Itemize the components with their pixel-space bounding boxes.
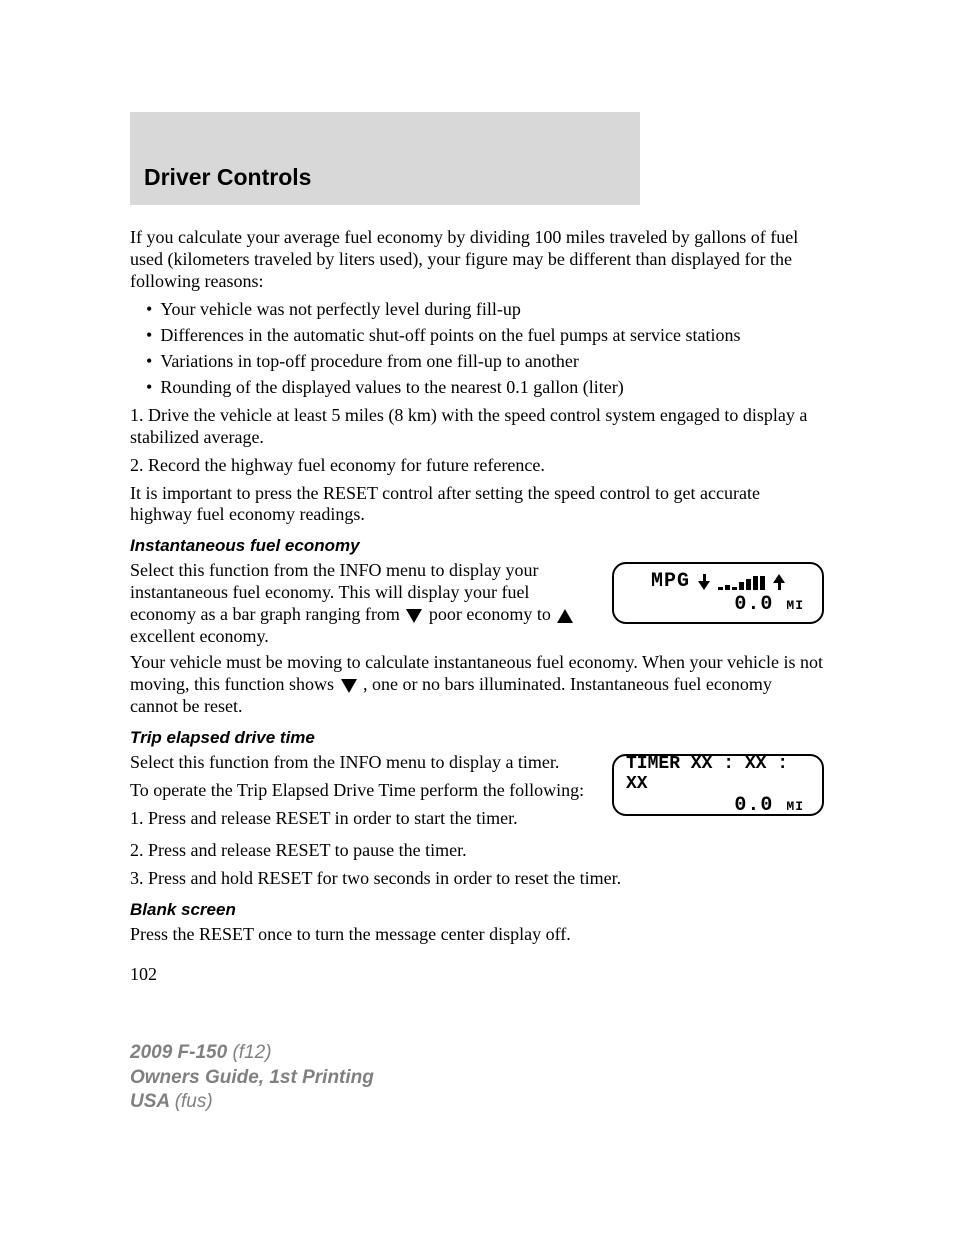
step-2: 2. Record the highway fuel economy for f… <box>130 455 824 477</box>
footer-region: USA <box>130 1091 175 1112</box>
trip-step1: 1. Press and release RESET in order to s… <box>130 808 592 830</box>
footer-line1: 2009 F-150 (f12) <box>130 1041 374 1066</box>
subheading-trip-time: Trip elapsed drive time <box>130 728 824 748</box>
list-item: Variations in top-off procedure from one… <box>130 351 824 373</box>
reasons-list: Your vehicle was not perfectly level dur… <box>130 299 824 399</box>
timer-value: 0.0 <box>734 794 773 817</box>
fuel-text-b: poor economy to <box>424 604 555 624</box>
subheading-blank-screen: Blank screen <box>130 900 824 920</box>
footer-line3: USA (fus) <box>130 1090 374 1115</box>
triangle-up-icon <box>557 609 573 623</box>
arrow-up-icon <box>773 574 785 590</box>
trip-time-text: Select this function from the INFO menu … <box>130 752 592 836</box>
mpg-display-line2: 0.0 MI <box>626 593 810 616</box>
timer-label: TIMER XX : XX : XX <box>626 754 810 794</box>
footer-code1: (f12) <box>232 1042 271 1063</box>
reset-note: It is important to press the RESET contr… <box>130 483 824 527</box>
trip-para2: To operate the Trip Elapsed Drive Time p… <box>130 780 592 802</box>
section-title: Driver Controls <box>144 164 640 191</box>
bar-graph-icon <box>718 574 765 590</box>
list-item: Rounding of the displayed values to the … <box>130 377 824 399</box>
intro-paragraph: If you calculate your average fuel econo… <box>130 227 824 293</box>
timer-display-line1: TIMER XX : XX : XX <box>626 754 810 794</box>
step-1: 1. Drive the vehicle at least 5 miles (8… <box>130 405 824 449</box>
timer-display: TIMER XX : XX : XX 0.0 MI <box>612 754 824 816</box>
trip-para1: Select this function from the INFO menu … <box>130 752 592 774</box>
footer-block: 2009 F-150 (f12) Owners Guide, 1st Print… <box>130 1041 374 1115</box>
triangle-down-icon <box>341 679 357 693</box>
mpg-label: MPG <box>651 570 690 593</box>
fuel-economy-row: Select this function from the INFO menu … <box>130 560 824 648</box>
list-item: Your vehicle was not perfectly level dur… <box>130 299 824 321</box>
mpg-display-line1: MPG <box>626 570 810 593</box>
trip-step3: 3. Press and hold RESET for two seconds … <box>130 868 824 890</box>
blank-screen-para: Press the RESET once to turn the message… <box>130 924 824 946</box>
arrow-down-icon <box>698 574 710 590</box>
footer-model: 2009 F-150 <box>130 1042 232 1063</box>
footer-code2: (fus) <box>175 1091 213 1112</box>
mpg-value: 0.0 <box>734 593 773 616</box>
fuel-text-c: excellent economy. <box>130 626 269 646</box>
section-header-bar: Driver Controls <box>130 112 640 205</box>
timer-unit: MI <box>786 799 804 814</box>
footer-line2: Owners Guide, 1st Printing <box>130 1066 374 1091</box>
mpg-display: MPG 0.0 MI <box>612 562 824 624</box>
list-item: Differences in the automatic shut-off po… <box>130 325 824 347</box>
fuel-economy-para2: Your vehicle must be moving to calculate… <box>130 652 824 718</box>
triangle-down-icon <box>406 609 422 623</box>
trip-time-row: Select this function from the INFO menu … <box>130 752 824 836</box>
fuel-economy-text: Select this function from the INFO menu … <box>130 560 592 648</box>
timer-display-line2: 0.0 MI <box>626 794 810 817</box>
subheading-fuel-economy: Instantaneous fuel economy <box>130 536 824 556</box>
page-number: 102 <box>130 964 824 985</box>
trip-step2: 2. Press and release RESET to pause the … <box>130 840 824 862</box>
mpg-unit: MI <box>786 598 804 613</box>
